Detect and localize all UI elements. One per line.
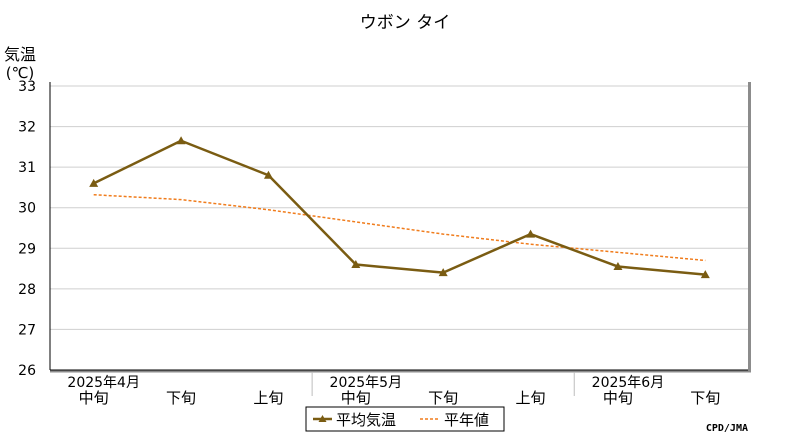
series-normal-line [93,193,706,262]
series-actual-line [93,139,706,276]
y-axis-label: 気温 [4,45,36,64]
credit-label: CPD/JMA [706,423,748,434]
x-tick-label: 下旬 [428,389,458,407]
y-tick-label: 28 [18,282,36,298]
data-point-actual [526,229,536,238]
y-tick-label: 26 [18,363,36,379]
y-tick-label: 27 [18,322,36,338]
x-tick-labels: 中旬 下旬 上旬 中旬 下旬 上旬 中旬 下旬 2025年4月 2025年5月 2025年6月 [67,375,720,407]
data-point-actual [613,262,623,271]
x-month-label: 2025年5月 [330,375,403,391]
legend-box [305,406,505,432]
legend-marker-actual [318,415,327,422]
y-tick-label: 31 [18,160,36,176]
data-series [89,136,710,279]
data-point-actual [700,270,710,279]
chart-title: ウボン タイ [360,13,450,33]
y-tick-label: 32 [18,120,36,136]
y-tick-label: 29 [18,241,36,257]
legend: 平均気温 平年値 [305,406,505,432]
y-tick-label: 33 [18,79,36,95]
x-tick-label: 下旬 [690,389,720,407]
x-month-label: 2025年6月 [592,375,665,391]
x-tick-label: 中旬 [79,389,109,407]
x-tick-label: 中旬 [603,389,633,407]
legend-label-normal: 平年値 [444,411,489,429]
x-tick-label: 上旬 [516,389,546,407]
legend-label-actual: 平均気温 [336,411,396,429]
data-point-actual [351,260,361,269]
x-month-label: 2025年4月 [67,375,140,391]
data-point-actual [263,170,273,179]
y-tick-labels: 26 27 28 29 30 31 32 33 [18,79,36,379]
axes [49,82,751,396]
y-tick-label: 30 [18,201,36,217]
data-point-actual [438,268,448,277]
y-axis-unit: (℃) [6,64,35,82]
data-point-actual [89,178,99,187]
x-tick-label: 中旬 [341,389,371,407]
x-tick-label: 上旬 [253,389,283,407]
data-point-actual [176,136,186,145]
x-tick-label: 下旬 [166,389,196,407]
